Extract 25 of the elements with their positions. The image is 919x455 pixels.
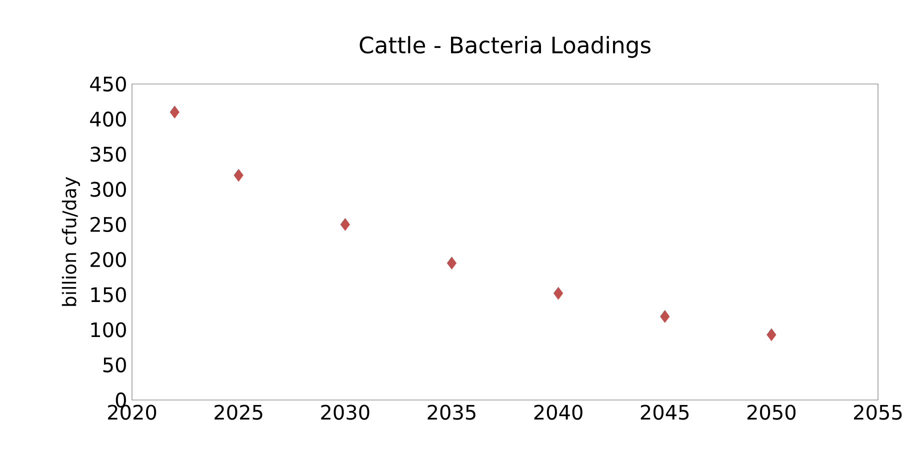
chart-title: Cattle - Bacteria Loadings: [360, 36, 650, 58]
x-tick-label: 2050: [747, 404, 796, 420]
y-tick-label: 150: [91, 287, 126, 302]
y-tick-label: 250: [90, 216, 126, 232]
point: [170, 106, 180, 118]
x-tick-label: 2030: [321, 404, 370, 420]
x-tick-label: 2025: [214, 404, 262, 420]
point: [340, 218, 350, 231]
point: [554, 286, 564, 300]
y-tick-label: 100: [91, 322, 126, 338]
y-axis-title: billion cfu/day: [62, 176, 80, 306]
x-tick-label: 2055: [854, 404, 902, 420]
x-tick-label: 2035: [428, 404, 476, 420]
y-tick-label: 350: [90, 146, 126, 162]
point: [234, 169, 244, 182]
x-tick-label: 2045: [640, 404, 689, 420]
point: [766, 328, 776, 341]
y-tick-label: 450: [90, 76, 126, 92]
y-tick-label: 50: [103, 357, 126, 372]
x-tick-label: 2040: [534, 404, 582, 420]
y-tick-label: 400: [90, 112, 126, 127]
y-tick-label: 300: [90, 182, 126, 197]
point: [446, 256, 456, 270]
y-tick-label: 200: [90, 252, 126, 268]
point: [660, 310, 670, 323]
